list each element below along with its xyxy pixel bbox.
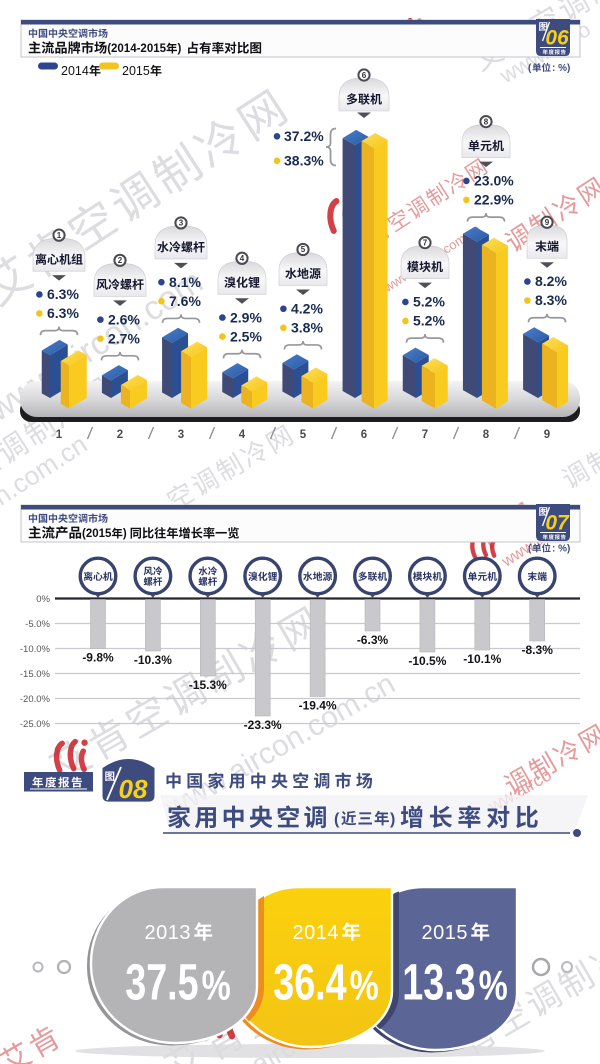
svg-text:-10.1%: -10.1% bbox=[463, 652, 501, 666]
svg-text:36.4: 36.4 bbox=[273, 953, 346, 1011]
svg-text:-10.0%: -10.0% bbox=[20, 644, 51, 655]
svg-text:9: 9 bbox=[545, 218, 550, 227]
svg-text:-20.0%: -20.0% bbox=[20, 694, 51, 705]
svg-text:8.2%: 8.2% bbox=[535, 273, 567, 289]
svg-text:: %): : %) bbox=[552, 544, 570, 555]
svg-text:2: 2 bbox=[118, 256, 123, 265]
svg-text:2014: 2014 bbox=[293, 922, 340, 944]
svg-text:(: ( bbox=[528, 63, 532, 74]
svg-text:0%: 0% bbox=[36, 594, 50, 605]
svg-text:7: 7 bbox=[423, 238, 428, 247]
svg-text:6.3%: 6.3% bbox=[47, 305, 79, 321]
svg-text:8: 8 bbox=[484, 117, 489, 126]
svg-text:9: 9 bbox=[544, 429, 550, 441]
svg-text:2015: 2015 bbox=[122, 64, 150, 78]
svg-text:06: 06 bbox=[545, 27, 569, 50]
svg-text:3: 3 bbox=[178, 429, 184, 441]
svg-text:3: 3 bbox=[179, 219, 184, 228]
svg-text:38.3%: 38.3% bbox=[284, 153, 324, 169]
svg-text:%: % bbox=[202, 962, 231, 1009]
svg-text:13.3: 13.3 bbox=[402, 953, 475, 1011]
svg-text:-10.5%: -10.5% bbox=[408, 654, 446, 668]
svg-text:5: 5 bbox=[300, 429, 307, 441]
svg-text:7.6%: 7.6% bbox=[169, 293, 201, 309]
svg-text:1: 1 bbox=[57, 231, 62, 240]
svg-text:2013: 2013 bbox=[145, 922, 192, 944]
svg-text:8: 8 bbox=[483, 429, 490, 441]
svg-text:-25.0%: -25.0% bbox=[20, 719, 51, 730]
svg-text:-5.0%: -5.0% bbox=[25, 619, 50, 630]
svg-text:: %): : %) bbox=[552, 63, 570, 74]
svg-text:22.9%: 22.9% bbox=[474, 192, 514, 208]
svg-text:7: 7 bbox=[422, 429, 428, 441]
svg-text:5.2%: 5.2% bbox=[413, 313, 445, 329]
svg-text:-6.3%: -6.3% bbox=[357, 633, 389, 647]
svg-text:5.2%: 5.2% bbox=[413, 294, 445, 310]
svg-text:(: ( bbox=[528, 544, 532, 555]
svg-text:1: 1 bbox=[56, 429, 63, 441]
svg-text:6.3%: 6.3% bbox=[47, 286, 79, 302]
svg-text:6: 6 bbox=[361, 429, 367, 441]
svg-text:2015: 2015 bbox=[422, 922, 469, 944]
svg-text:-8.3%: -8.3% bbox=[522, 643, 554, 657]
svg-text:-19.4%: -19.4% bbox=[299, 699, 337, 713]
svg-text:07: 07 bbox=[545, 512, 570, 535]
svg-text:%: % bbox=[350, 962, 379, 1009]
svg-text:-15.0%: -15.0% bbox=[20, 669, 51, 680]
svg-text:): ) bbox=[390, 811, 395, 828]
svg-text:(2014-2015: (2014-2015 bbox=[107, 43, 166, 55]
svg-text:3.8%: 3.8% bbox=[291, 319, 323, 335]
svg-text:2.6%: 2.6% bbox=[108, 311, 140, 327]
svg-text:-23.3%: -23.3% bbox=[244, 718, 282, 732]
svg-text:-10.3%: -10.3% bbox=[134, 653, 172, 667]
svg-text:2: 2 bbox=[117, 429, 123, 441]
svg-text:4.2%: 4.2% bbox=[291, 300, 323, 316]
svg-text:2.7%: 2.7% bbox=[108, 330, 140, 346]
svg-text:2.9%: 2.9% bbox=[230, 309, 262, 325]
svg-text:(2015: (2015 bbox=[82, 528, 112, 540]
svg-text:2.5%: 2.5% bbox=[230, 328, 262, 344]
svg-text:2014: 2014 bbox=[61, 64, 89, 78]
svg-text:37.2%: 37.2% bbox=[284, 128, 324, 144]
svg-text:8.1%: 8.1% bbox=[169, 274, 201, 290]
svg-text:-9.8%: -9.8% bbox=[82, 651, 114, 665]
svg-text:4: 4 bbox=[239, 429, 246, 441]
svg-text:4: 4 bbox=[240, 254, 245, 263]
svg-text:5: 5 bbox=[301, 245, 306, 254]
svg-text:37.5: 37.5 bbox=[125, 953, 198, 1011]
svg-text:08: 08 bbox=[119, 774, 148, 804]
svg-text:23.0%: 23.0% bbox=[474, 173, 514, 189]
svg-text:-15.3%: -15.3% bbox=[189, 678, 227, 692]
svg-text:): ) bbox=[123, 528, 127, 540]
svg-text:6: 6 bbox=[362, 71, 367, 80]
svg-text:8.3%: 8.3% bbox=[535, 292, 567, 308]
svg-text:%: % bbox=[479, 962, 508, 1009]
svg-text:): ) bbox=[178, 43, 182, 55]
svg-text:(: ( bbox=[334, 811, 340, 828]
